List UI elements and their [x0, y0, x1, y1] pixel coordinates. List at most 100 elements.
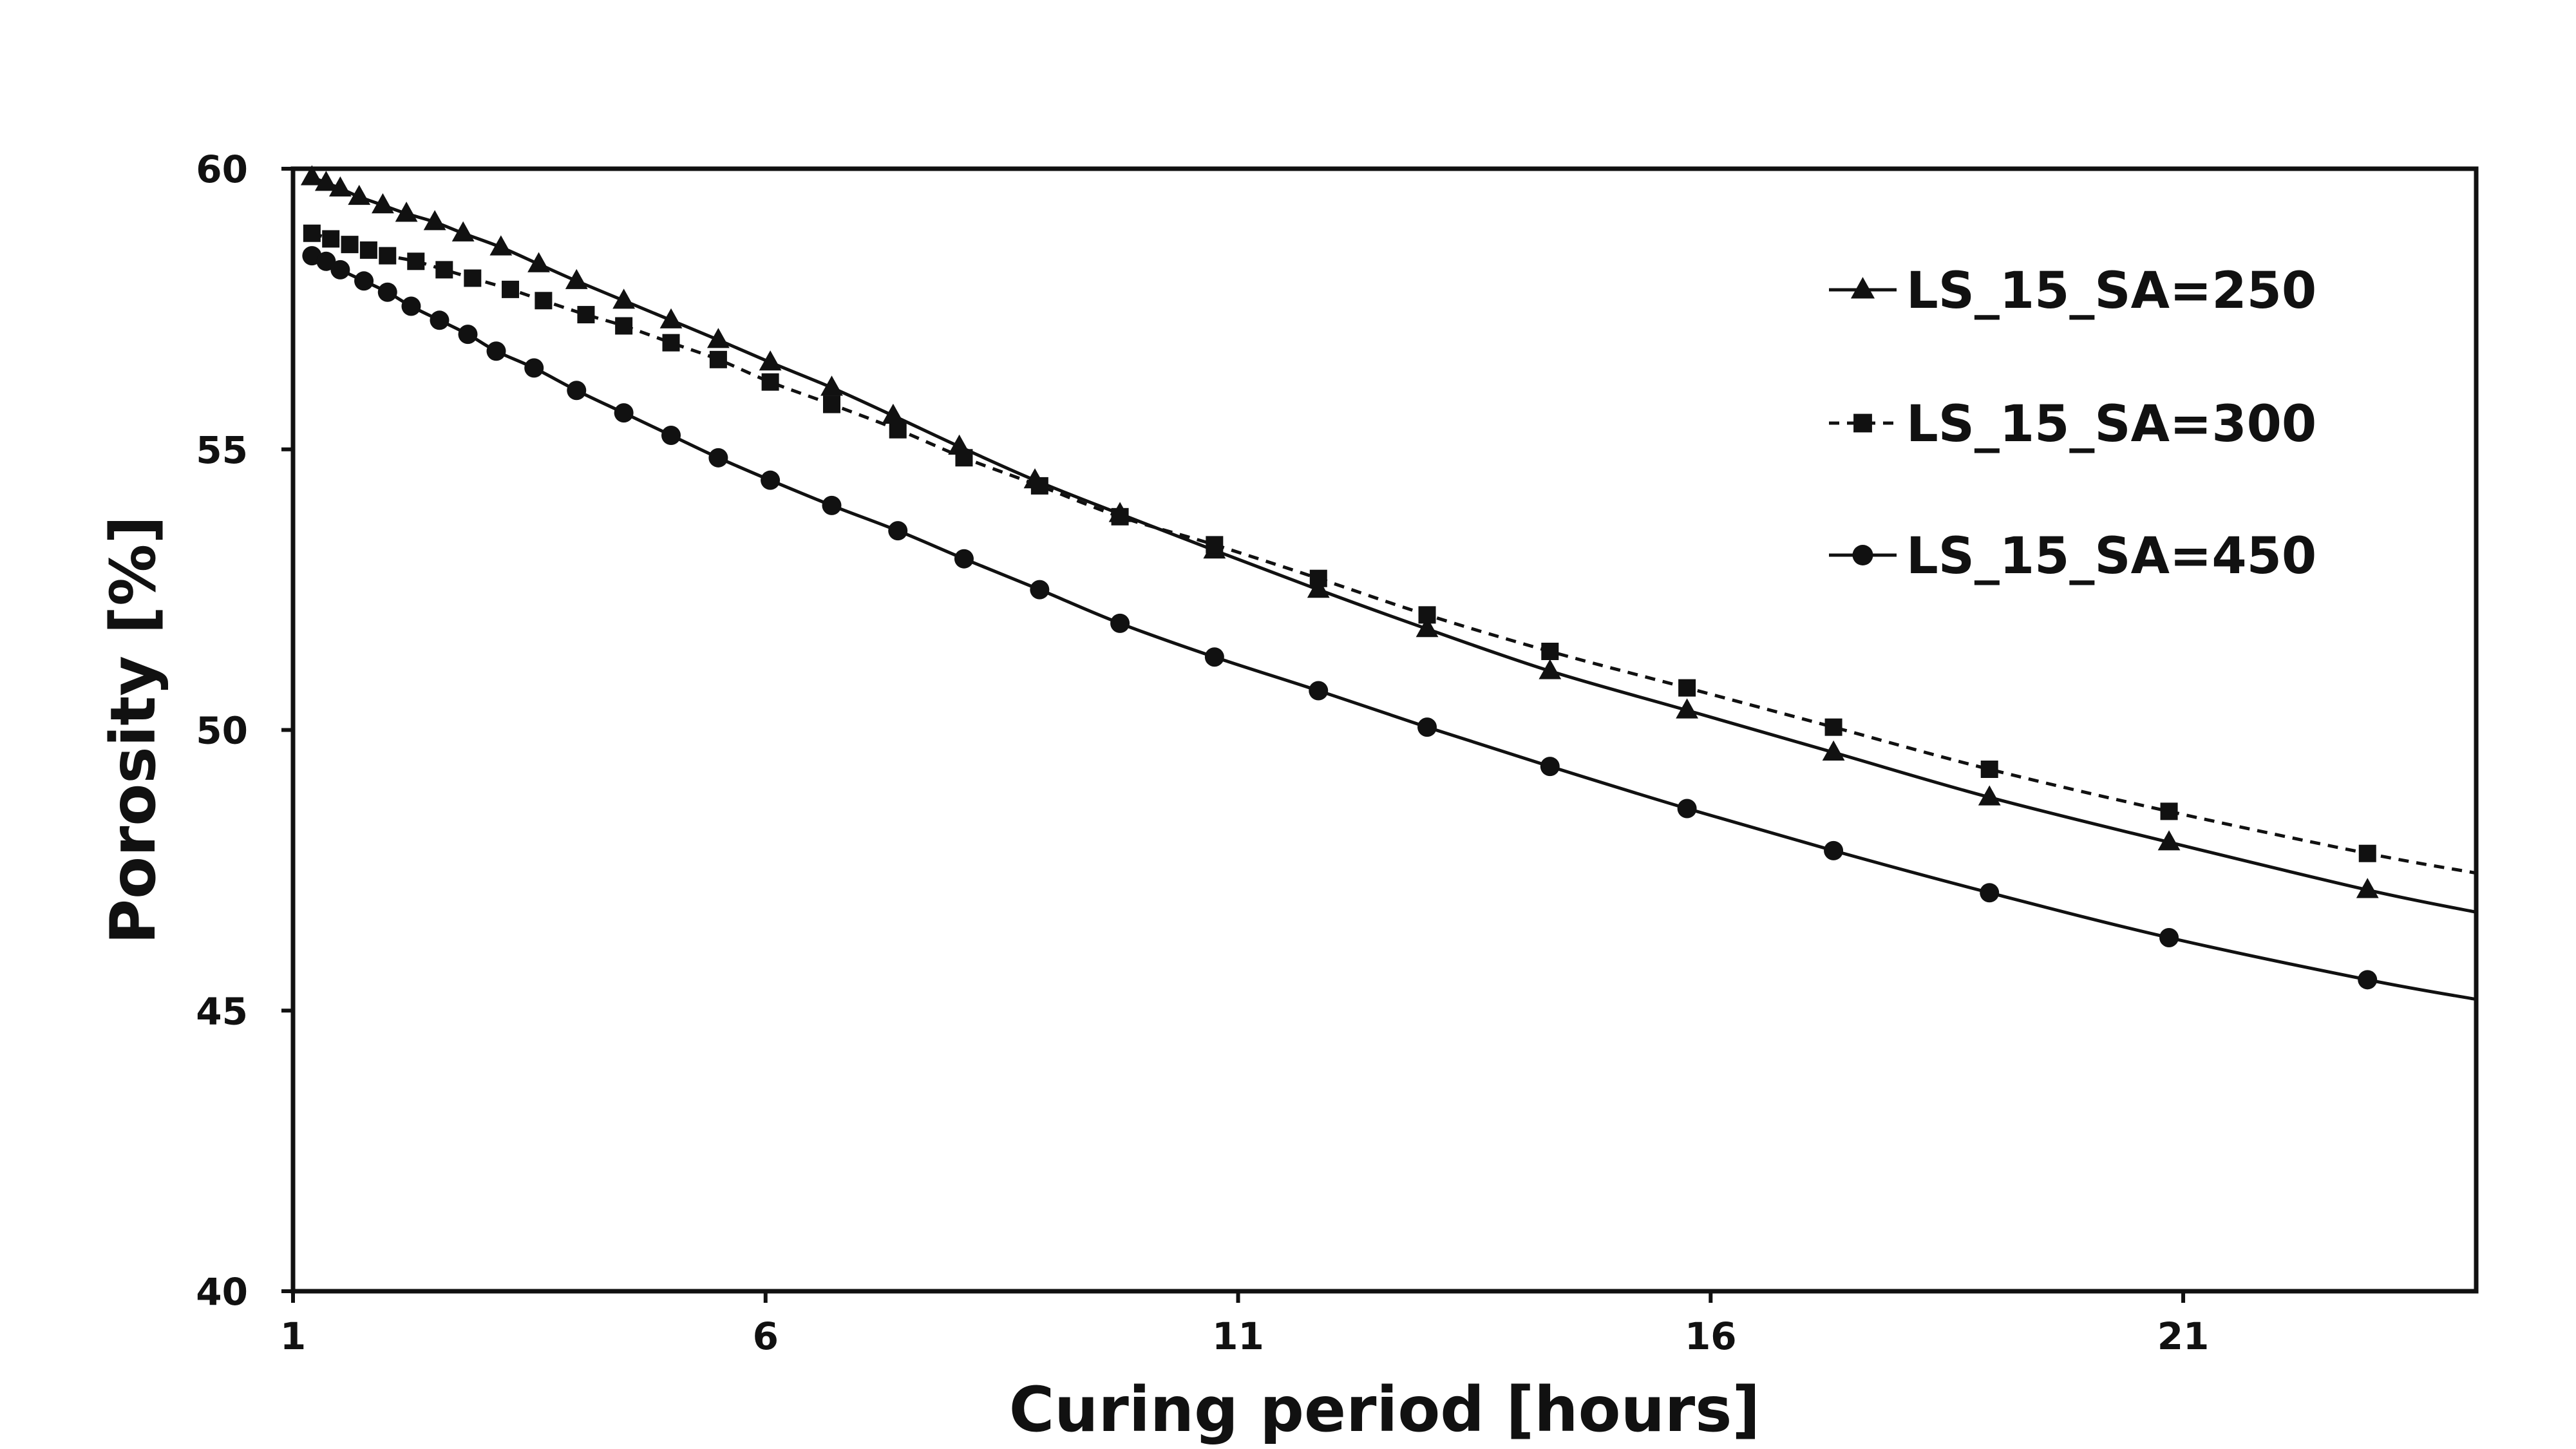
data-point-square [662, 334, 680, 352]
series-line-3 [311, 254, 2476, 1001]
data-point-circle [1110, 613, 1130, 633]
data-point-circle [1309, 681, 1329, 701]
data-point-square [379, 247, 397, 265]
x-axis-ticks: 1 6 11 16 21 [280, 1291, 2210, 1358]
series-line-2 [311, 231, 2476, 875]
data-point-circle [1204, 647, 1224, 667]
data-point-circle [708, 448, 728, 468]
y-tick-label: 60 [196, 147, 248, 191]
legend-label: LS_15_SA=300 [1906, 395, 2316, 453]
legend-label: LS_15_SA=250 [1906, 262, 2316, 320]
data-point-square [1309, 569, 1327, 587]
data-point-triangle [1416, 617, 1439, 638]
data-point-triangle [300, 165, 323, 185]
data-point-square [1418, 606, 1436, 624]
series-line-1 [311, 175, 2476, 914]
data-point-circle [1030, 580, 1050, 600]
data-point-circle [430, 310, 450, 330]
y-axis-ticks: 40 45 50 55 60 [196, 147, 293, 1314]
data-point-square [2358, 844, 2376, 862]
data-point-triangle [759, 350, 782, 371]
data-point-circle [1677, 799, 1697, 819]
data-point-circle [822, 495, 842, 515]
data-point-circle [1980, 883, 2000, 903]
y-tick-label: 45 [196, 989, 248, 1033]
series-markers [300, 165, 2379, 990]
data-point-circle [1824, 840, 1844, 860]
data-point-square [435, 261, 453, 279]
data-point-circle [1540, 757, 1560, 777]
data-point-square [303, 224, 321, 242]
data-point-square [955, 449, 973, 467]
data-point-square [1678, 679, 1696, 697]
data-point-triangle [1822, 740, 1845, 761]
data-point-square [341, 236, 359, 254]
data-point-circle [761, 470, 781, 490]
data-point-triangle [395, 202, 418, 222]
data-point-square [889, 421, 907, 439]
data-point-circle [1417, 717, 1437, 737]
data-point-square [2160, 802, 2178, 820]
data-point-circle [2358, 970, 2378, 990]
legend-marker-circle [1852, 545, 1873, 565]
data-point-square [709, 350, 727, 368]
data-point-square [1206, 536, 1224, 554]
data-point-circle [954, 549, 974, 569]
data-point-circle [614, 403, 634, 423]
data-point-triangle [372, 193, 394, 214]
y-tick-label: 40 [196, 1270, 248, 1314]
data-point-triangle [659, 308, 683, 328]
data-point-circle [486, 341, 506, 361]
data-point-square [322, 230, 340, 248]
data-point-square [359, 241, 377, 259]
data-point-circle [330, 260, 350, 279]
data-point-square [502, 280, 520, 298]
data-point-triangle [451, 221, 475, 242]
data-point-triangle [706, 328, 730, 348]
data-point-square [761, 373, 779, 391]
plot-frame [290, 166, 2479, 1294]
data-point-triangle [1307, 578, 1330, 598]
legend-label: LS_15_SA=450 [1906, 527, 2316, 585]
data-point-circle [377, 282, 397, 302]
data-point-square [1824, 718, 1842, 736]
data-point-triangle [314, 171, 337, 191]
x-tick-label: 21 [2157, 1314, 2210, 1358]
data-point-triangle [1978, 785, 2001, 806]
data-point-square [535, 292, 553, 310]
data-point-square [577, 306, 595, 324]
data-point-square [1980, 761, 1998, 779]
data-point-triangle [348, 184, 371, 205]
data-point-circle [2159, 927, 2179, 947]
legend: LS_15_SA=250 LS_15_SA=300 LS_15_SA=450 [1829, 262, 2316, 585]
data-point-triangle [328, 176, 352, 197]
data-point-triangle [489, 235, 513, 256]
data-point-triangle [820, 375, 843, 396]
x-tick-label: 1 [280, 1314, 306, 1358]
legend-marker-triangle [1850, 277, 1875, 299]
data-point-triangle [2356, 878, 2379, 898]
y-tick-label: 55 [196, 428, 248, 472]
data-point-square [1111, 507, 1129, 526]
data-point-triangle [1539, 659, 1562, 679]
data-point-triangle [1676, 698, 1699, 719]
data-point-circle [458, 325, 478, 345]
x-tick-label: 16 [1685, 1314, 1737, 1358]
data-point-circle [567, 381, 587, 401]
x-tick-label: 11 [1212, 1314, 1264, 1358]
data-point-square [407, 252, 425, 270]
data-point-circle [661, 425, 681, 445]
data-point-circle [401, 296, 421, 316]
data-point-square [615, 317, 633, 335]
data-point-triangle [882, 403, 905, 424]
data-point-triangle [423, 210, 446, 231]
data-point-triangle [2157, 830, 2181, 851]
data-point-triangle [565, 269, 588, 289]
data-point-square [464, 269, 482, 287]
data-point-triangle [612, 289, 636, 309]
data-point-circle [354, 271, 374, 291]
data-point-square [1541, 642, 1559, 660]
data-point-circle [316, 251, 336, 271]
data-point-square [1030, 477, 1048, 495]
